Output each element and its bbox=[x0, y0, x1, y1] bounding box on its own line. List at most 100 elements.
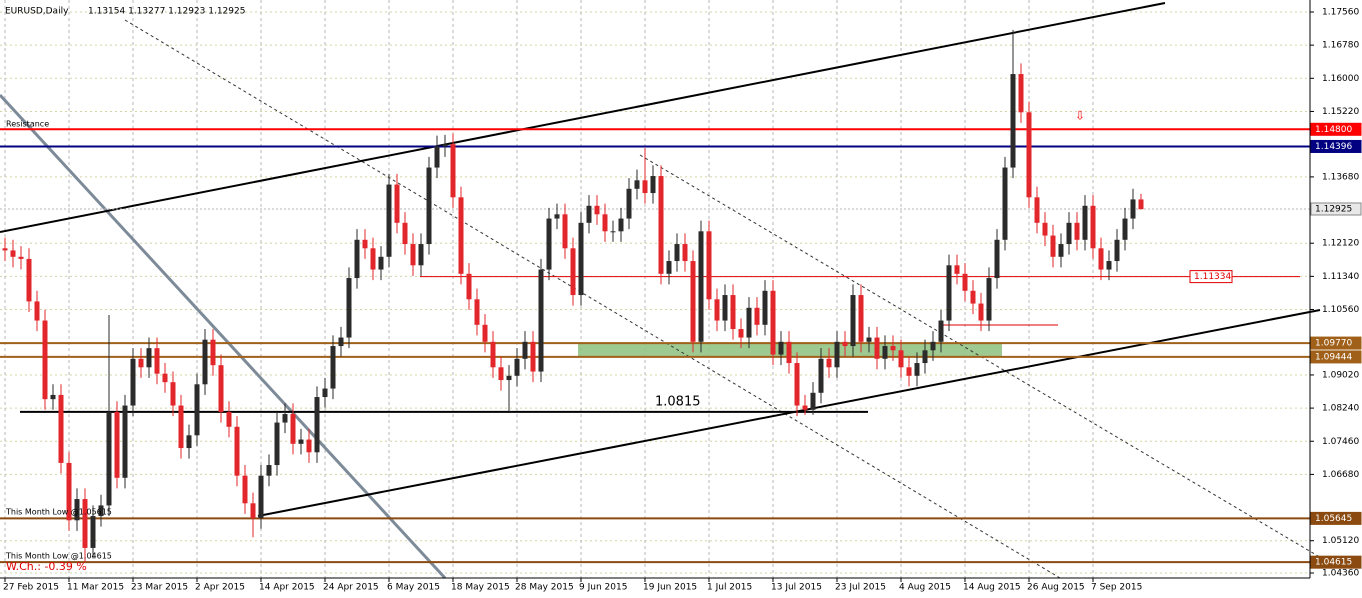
candle-body bbox=[970, 290, 976, 304]
candle-body bbox=[402, 222, 408, 245]
candle-body bbox=[1074, 222, 1080, 240]
candle-body bbox=[938, 320, 944, 342]
level-box bbox=[1310, 336, 1362, 350]
y-tick-label: 1.12120 bbox=[1322, 239, 1359, 249]
candle-body bbox=[522, 341, 528, 359]
candle-body bbox=[210, 339, 216, 366]
candle-body bbox=[1106, 261, 1112, 270]
candle-body bbox=[498, 367, 504, 381]
candle-body bbox=[186, 435, 192, 449]
level-label: 1.14396 bbox=[1315, 142, 1352, 152]
candle-body bbox=[314, 397, 320, 453]
candle-body bbox=[66, 462, 72, 521]
candle-body bbox=[858, 295, 864, 342]
candle-body bbox=[394, 184, 400, 223]
candle-body bbox=[570, 248, 576, 296]
y-tick-label: 1.10560 bbox=[1322, 305, 1359, 315]
candle-body bbox=[538, 269, 544, 372]
candle-body bbox=[82, 499, 88, 548]
axis-layer: 1.17560 1.16780 1.16000 1.15220 1.13680 1.121… bbox=[3, 8, 1359, 593]
candle-body bbox=[978, 303, 984, 321]
candle-body bbox=[322, 388, 328, 398]
y-tick-label: 1.04360 bbox=[1322, 569, 1359, 579]
candle-body bbox=[706, 231, 712, 300]
y-tick-label: 1.11340 bbox=[1322, 272, 1359, 282]
candle-body bbox=[906, 367, 912, 376]
candle-body bbox=[762, 290, 768, 325]
candle-body bbox=[466, 273, 472, 300]
candle-body bbox=[818, 358, 824, 393]
candle-body bbox=[506, 375, 512, 381]
level-label: 1.05645 bbox=[1315, 514, 1352, 524]
candle-body bbox=[450, 144, 456, 198]
x-tick-label: 28 May 2015 bbox=[515, 583, 574, 593]
candle-body bbox=[162, 373, 168, 383]
candle-body bbox=[546, 218, 552, 270]
candle-body bbox=[18, 256, 24, 259]
channel-lower bbox=[257, 309, 1321, 517]
x-tick-label: 19 Jun 2015 bbox=[643, 583, 697, 593]
x-tick-label: 27 Feb 2015 bbox=[3, 583, 59, 593]
candle-body bbox=[914, 363, 920, 376]
candle-body bbox=[754, 307, 760, 325]
candle-body bbox=[826, 358, 832, 368]
level-box bbox=[1310, 555, 1362, 569]
candle-body bbox=[226, 411, 232, 427]
candle-body bbox=[602, 214, 608, 232]
x-tick-label: 18 May 2015 bbox=[451, 583, 510, 593]
annotation: This Month Low @1.04615 bbox=[5, 552, 112, 561]
candle-body bbox=[514, 358, 520, 376]
candle-body bbox=[138, 358, 144, 368]
candle-body bbox=[1002, 167, 1008, 240]
y-tick-label: 1.16000 bbox=[1322, 74, 1359, 84]
level-label: 1.11334 bbox=[1194, 272, 1231, 282]
candle-body bbox=[154, 348, 160, 374]
x-tick-label: 4 Aug 2015 bbox=[899, 583, 951, 593]
candle-body bbox=[90, 516, 96, 548]
candle-body bbox=[986, 278, 992, 321]
candle-body bbox=[834, 341, 840, 368]
annotation: Resistance bbox=[6, 120, 49, 129]
candle-body bbox=[1026, 112, 1032, 198]
candle-body bbox=[850, 295, 856, 347]
y-tick-label: 1.08240 bbox=[1322, 404, 1359, 414]
candle-body bbox=[698, 231, 704, 342]
candle-body bbox=[682, 244, 688, 262]
candle-body bbox=[442, 144, 448, 147]
candle-body bbox=[738, 329, 744, 338]
x-tick-label: 1 Jul 2015 bbox=[707, 583, 752, 593]
candle-body bbox=[2, 248, 8, 251]
level-label: 1.09770 bbox=[1315, 339, 1352, 349]
candle-body bbox=[458, 197, 464, 274]
candle-body bbox=[730, 295, 736, 330]
candle-body bbox=[1098, 248, 1104, 270]
annotation: This Month Low @1.05615 bbox=[5, 508, 112, 517]
level-box bbox=[1310, 350, 1362, 364]
level-box bbox=[1310, 511, 1362, 525]
candle-body bbox=[410, 244, 416, 266]
candle-body bbox=[202, 339, 208, 385]
candle-body bbox=[346, 278, 352, 338]
x-tick-label: 23 Jul 2015 bbox=[835, 583, 886, 593]
candle-body bbox=[298, 439, 304, 444]
candle-body bbox=[74, 499, 80, 521]
x-tick-label: 2 Apr 2015 bbox=[195, 583, 245, 593]
level-layer: 1.14800 1.14396 1.12925 1.11334 1.09770 1.094… bbox=[0, 122, 1362, 569]
candle-body bbox=[58, 394, 64, 463]
candle-body bbox=[1066, 222, 1072, 245]
candle-body bbox=[386, 184, 392, 257]
candle-body bbox=[170, 382, 176, 406]
candle-body bbox=[1090, 205, 1096, 249]
candle-body bbox=[586, 205, 592, 223]
candle-body bbox=[10, 250, 16, 257]
x-tick-label: 9 Jun 2015 bbox=[579, 583, 627, 593]
candle-body bbox=[530, 341, 536, 372]
candle-body bbox=[1082, 205, 1088, 240]
candle-body bbox=[1034, 197, 1040, 223]
y-tick-label: 1.07460 bbox=[1322, 437, 1359, 447]
candle-body bbox=[634, 180, 640, 189]
candle-body bbox=[1058, 244, 1064, 257]
level-label: 1.14800 bbox=[1315, 125, 1352, 135]
